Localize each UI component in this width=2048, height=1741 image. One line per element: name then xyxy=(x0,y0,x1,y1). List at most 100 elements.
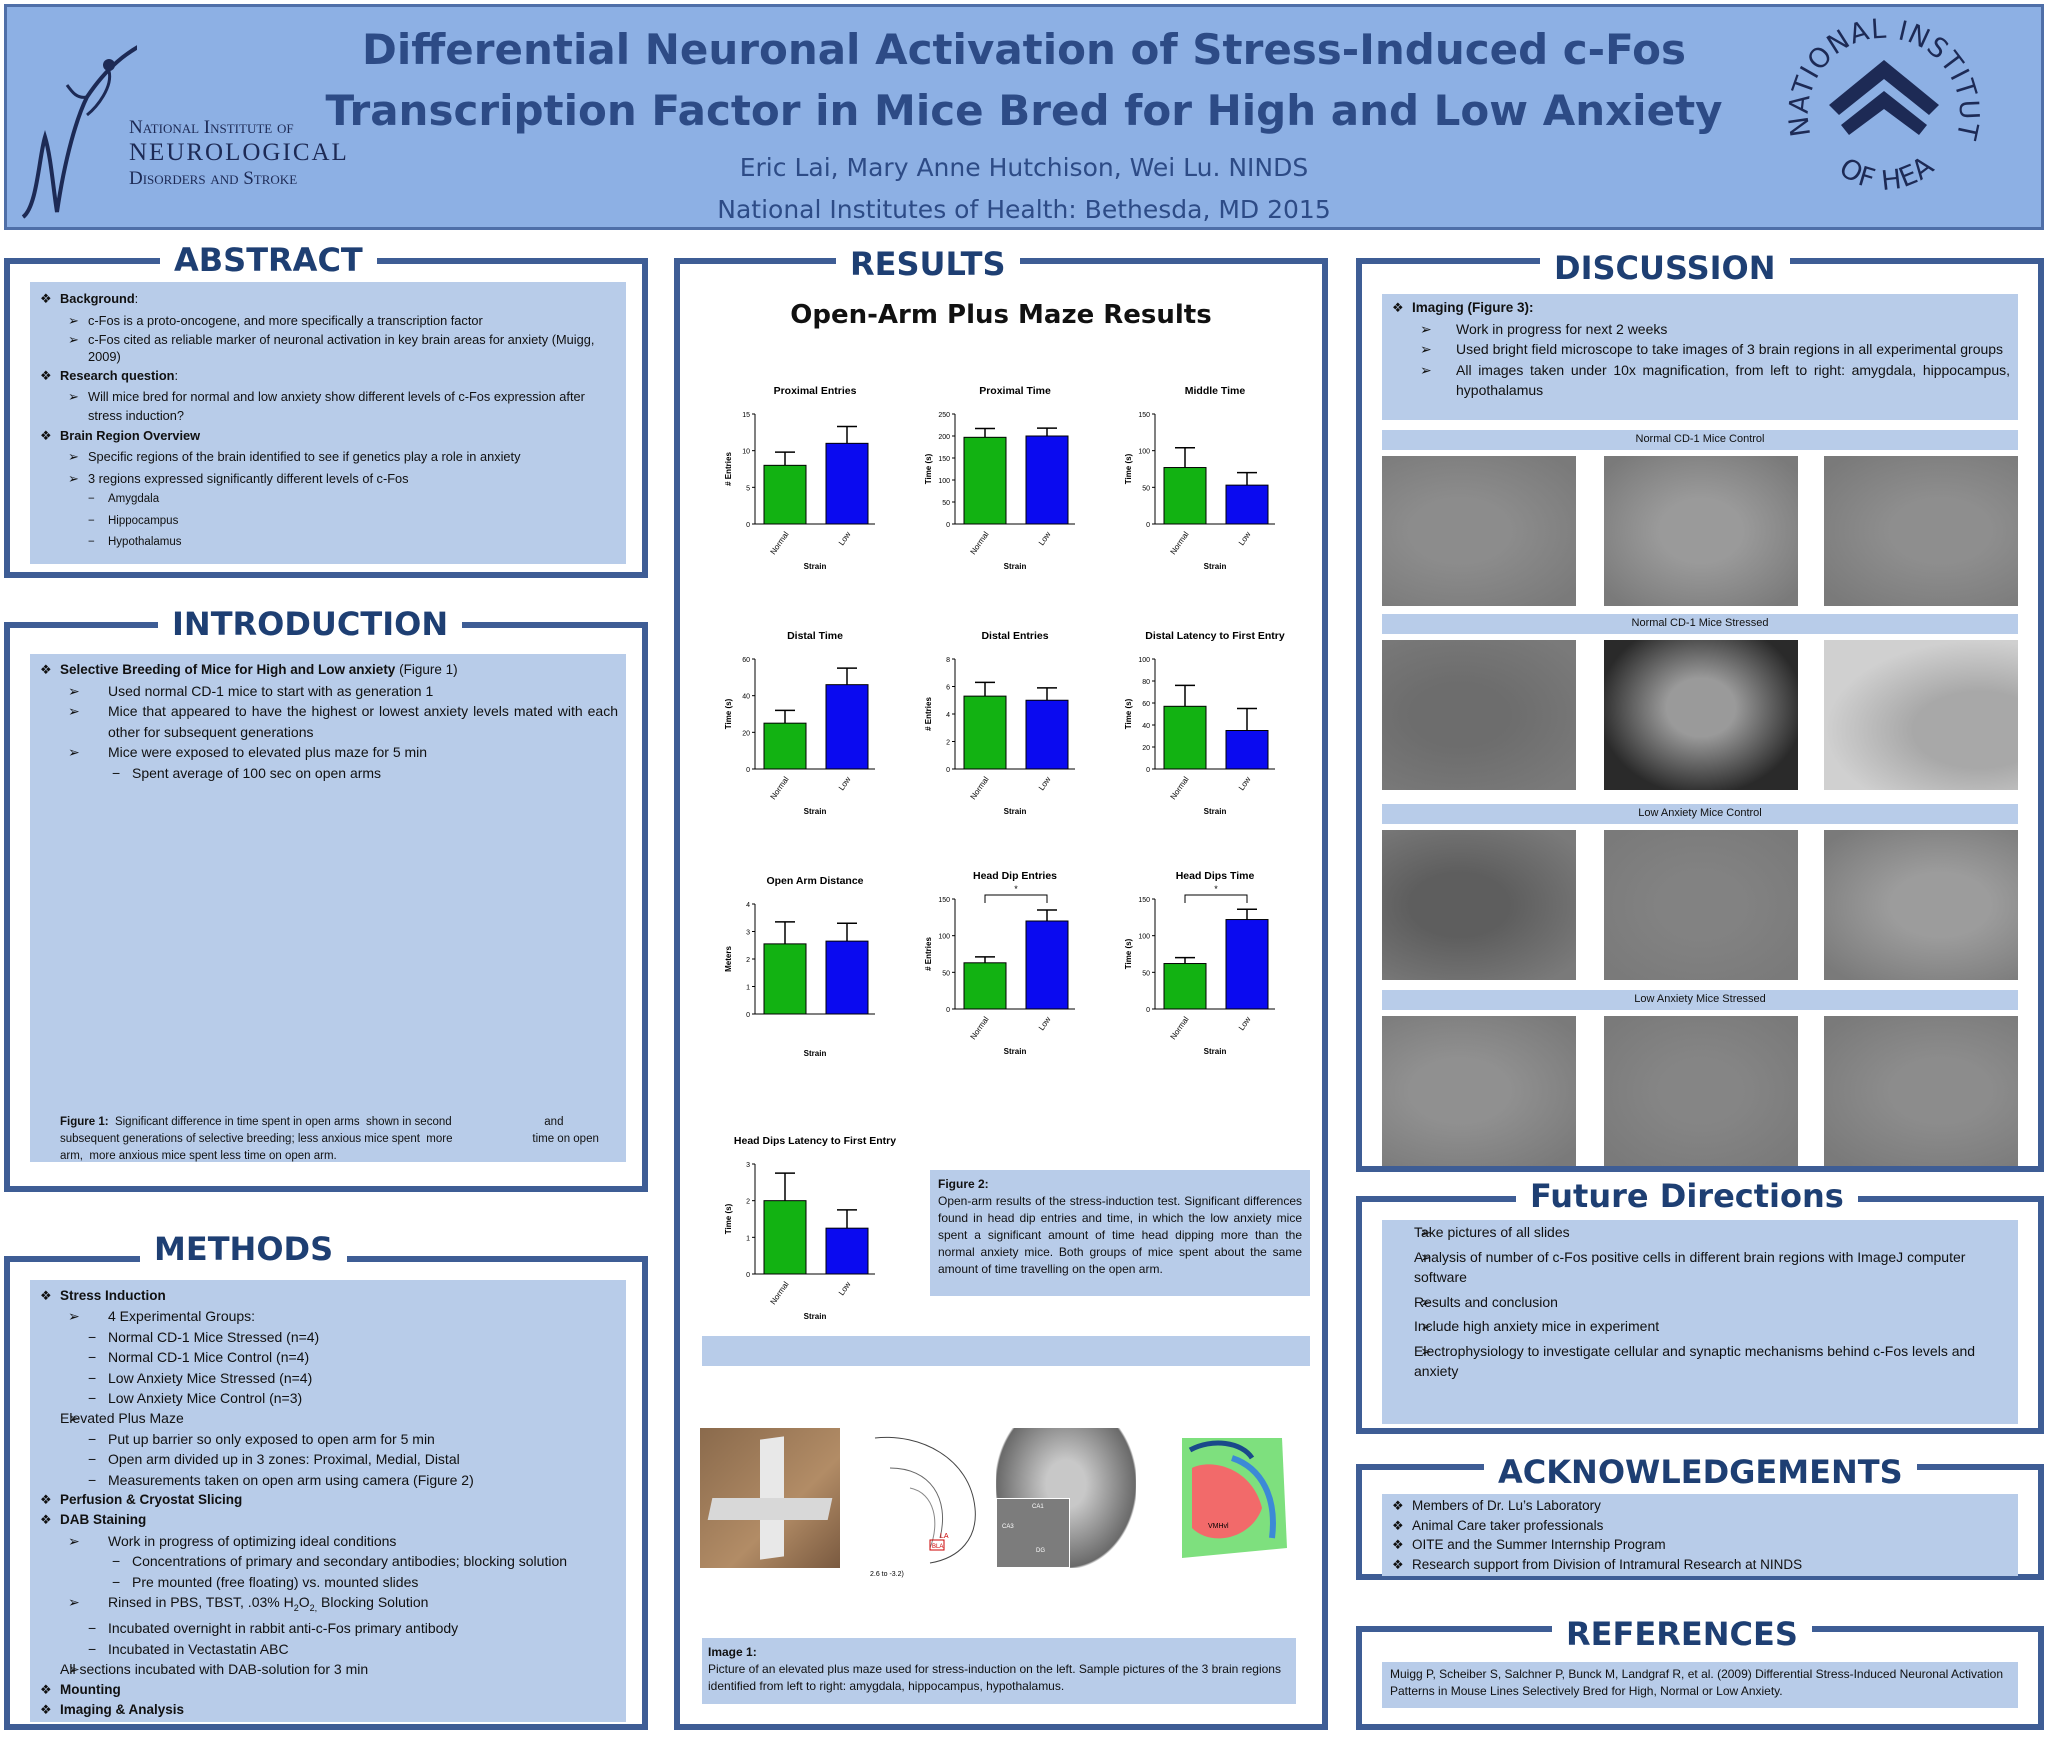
chart-svg: Head Dips Time 0 50 100 150 Time (s) Normal Low… xyxy=(1124,870,1275,1056)
figure-2-caption: Figure 2: Open-arm results of the stress-… xyxy=(930,1170,1310,1296)
x-tick-label: Normal xyxy=(968,775,990,801)
chart-title: Proximal Time xyxy=(979,385,1051,397)
methods-box: Stress Induction 4 Experimental Groups: … xyxy=(30,1280,626,1722)
bar-low xyxy=(1025,435,1069,525)
y-tick-label: 150 xyxy=(1138,412,1150,419)
x-tick-label: Normal xyxy=(1168,530,1190,556)
ack-box: Members of Dr. Lu’s Laboratory Animal Ca… xyxy=(1382,1494,2018,1576)
x-axis-label: Strain xyxy=(804,1049,827,1058)
x-tick-label: Low xyxy=(837,775,853,792)
x-axis-label: Strain xyxy=(1004,562,1027,571)
micrograph-image xyxy=(1824,456,2018,606)
methods-epm: Elevated Plus Maze xyxy=(38,1408,618,1429)
y-tick-label: 3 xyxy=(746,930,750,937)
x-tick-label: Low xyxy=(1237,775,1253,792)
chart-svg: Head Dip Entries 0 50 100 150 # Entries Normal… xyxy=(924,870,1075,1056)
bar-low xyxy=(825,442,869,525)
y-tick-label: 4 xyxy=(946,712,950,719)
chart-6: Open Arm Distance 0 1 2 3 4 Meters Strain xyxy=(710,874,900,1089)
methods-epm-c: Measurements taken on open arm using cam… xyxy=(38,1470,618,1491)
region-amygdala: Amygdala xyxy=(38,489,618,511)
y-axis-label: # Entries xyxy=(924,697,933,731)
chart-title: Head Dips Latency to First Entry xyxy=(734,1135,896,1147)
y-tick-label: 0 xyxy=(1146,1007,1150,1014)
background-heading: Background: xyxy=(38,288,618,310)
y-axis-label: # Entries xyxy=(924,937,933,971)
methods-group-4: Low Anxiety Mice Control (n=3) xyxy=(38,1388,618,1409)
methods-dab: DAB Staining xyxy=(38,1510,618,1531)
y-tick-label: 0 xyxy=(946,1007,950,1014)
abstract-rq-1: Will mice bred for normal and low anxiet… xyxy=(38,387,618,425)
figure-1-caption: Figure 1: Significant difference in time… xyxy=(60,1116,603,1162)
x-tick-label: Normal xyxy=(1168,1015,1190,1041)
micrograph-group-label: Normal CD-1 Mice Stressed xyxy=(1382,614,2018,634)
x-tick-label: Low xyxy=(1237,1015,1253,1032)
micrograph-image xyxy=(1604,830,1798,980)
y-axis-label: Time (s) xyxy=(1124,453,1133,484)
chart-svg: Middle Time 0 50 100 150 Time (s) Normal Low Str… xyxy=(1124,385,1275,571)
y-tick-label: 0 xyxy=(746,1012,750,1019)
x-axis-label: Strain xyxy=(1204,1047,1227,1056)
bar-normal xyxy=(763,1200,807,1275)
references-title: REFERENCES xyxy=(1552,1614,1812,1654)
image-1-caption: Image 1: Picture of an elevated plus maze… xyxy=(702,1638,1296,1704)
methods-epm-a: Put up barrier so only exposed to open a… xyxy=(38,1429,618,1450)
x-tick-label: Normal xyxy=(1168,775,1190,801)
bar-normal xyxy=(963,962,1007,1010)
results-title: RESULTS xyxy=(836,244,1020,284)
chart-svg: Distal Latency to First Entry 0 20 40 60 80 10… xyxy=(1124,630,1285,816)
methods-group-1: Normal CD-1 Mice Stressed (n=4) xyxy=(38,1327,618,1348)
ack-panel: Members of Dr. Lu’s Laboratory Animal Ca… xyxy=(1356,1464,2044,1580)
results-blank-strip xyxy=(702,1336,1310,1366)
discussion-item-2: Used bright field microscope to take ima… xyxy=(1390,339,2010,360)
ninds-line-1: National Institute of xyxy=(129,117,294,138)
results-panel: Open-Arm Plus Maze Results Proximal Entr… xyxy=(674,258,1328,1730)
methods-dab-a: Work in progress of optimizing ideal con… xyxy=(38,1531,618,1552)
chart-7: Head Dip Entries 0 50 100 150 # Entries Normal… xyxy=(910,869,1100,1084)
chart-svg: Distal Entries 0 2 4 6 8 # Entries Normal Low Str… xyxy=(924,630,1075,816)
ack-item-3: OITE and the Summer Internship Program xyxy=(1390,1535,2010,1555)
hippocampus-photo: CA1 CA3 DG xyxy=(996,1428,1136,1568)
y-tick-label: 150 xyxy=(938,897,950,904)
y-tick-label: 60 xyxy=(1142,701,1150,708)
future-item-5: Electrophysiology to investigate cellula… xyxy=(1390,1341,2010,1382)
y-tick-label: 100 xyxy=(938,934,950,941)
methods-mounting: Mounting xyxy=(38,1680,618,1701)
bar-normal xyxy=(963,695,1007,770)
chart-title: Open Arm Distance xyxy=(766,875,863,887)
x-axis-label: Strain xyxy=(804,1312,827,1321)
micrograph-image xyxy=(1382,1016,1576,1166)
micrograph-image xyxy=(1604,640,1798,790)
intro-item-3: Mice were exposed to elevated plus maze … xyxy=(38,742,618,763)
y-tick-label: 20 xyxy=(742,730,750,737)
y-tick-label: 10 xyxy=(742,449,750,456)
intro-item-1: Used normal CD-1 mice to start with as g… xyxy=(38,681,618,702)
x-tick-label: Normal xyxy=(968,1015,990,1041)
methods-panel: Stress Induction 4 Experimental Groups: … xyxy=(4,1256,648,1730)
y-tick-label: 0 xyxy=(946,767,950,774)
reference-1: Muigg P, Scheiber S, Salchner P, Bunck M… xyxy=(1390,1667,2004,1698)
y-tick-label: 50 xyxy=(942,500,950,507)
x-tick-label: Low xyxy=(1037,775,1053,792)
x-axis-label: Strain xyxy=(804,562,827,571)
micrograph-image xyxy=(1604,456,1798,606)
y-tick-label: 50 xyxy=(942,970,950,977)
y-axis-label: # Entries xyxy=(724,452,733,486)
y-tick-label: 8 xyxy=(946,657,950,664)
y-tick-label: 100 xyxy=(938,478,950,485)
region-hippocampus: Hippocampus xyxy=(38,511,618,533)
future-panel: Take pictures of all slides Analysis of … xyxy=(1356,1196,2044,1434)
y-tick-label: 0 xyxy=(1146,767,1150,774)
methods-group-2: Normal CD-1 Mice Control (n=4) xyxy=(38,1347,618,1368)
future-item-1: Take pictures of all slides xyxy=(1390,1222,2010,1243)
y-tick-label: 4 xyxy=(746,902,750,909)
amygdala-atlas-diagram: LA BLA 2.6 to -3.2) xyxy=(870,1436,976,1578)
y-tick-label: 50 xyxy=(1142,970,1150,977)
chart-title: Head Dip Entries xyxy=(973,870,1057,882)
chart-4: Distal Entries 0 2 4 6 8 # Entries Normal Low Str… xyxy=(910,629,1100,844)
discussion-item-3: All images taken under 10x magnification… xyxy=(1390,360,2010,401)
x-axis-label: Strain xyxy=(1204,807,1227,816)
x-axis-label: Strain xyxy=(1004,1047,1027,1056)
micrograph-group-label: Low Anxiety Mice Stressed xyxy=(1382,990,2018,1010)
ack-item-2: Animal Care taker professionals xyxy=(1390,1516,2010,1536)
